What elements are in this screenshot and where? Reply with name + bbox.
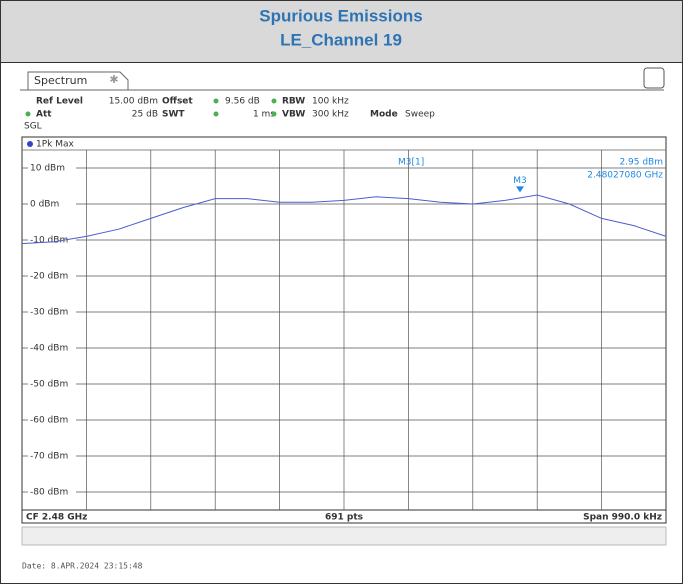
setting: 25 dB (132, 110, 158, 120)
tick-label-bg (28, 486, 76, 498)
y-tick-label: -60 dBm (30, 416, 68, 426)
subtitle: LE_Channel 19 (280, 30, 402, 49)
setting: 9.56 dB (225, 97, 260, 107)
y-tick-label: 10 dBm (30, 164, 65, 174)
sgl: SGL (24, 122, 42, 132)
trace-dot (27, 141, 33, 147)
title: Spurious Emissions (259, 6, 422, 25)
setting: 100 kHz (312, 97, 349, 107)
y-tick-label: -70 dBm (30, 452, 68, 462)
indicator (25, 111, 31, 117)
tick-label-bg (28, 270, 76, 282)
tick-label-bg (28, 378, 76, 390)
marker-value: 2.95 dBm (619, 158, 663, 168)
y-tick-label: -30 dBm (30, 308, 68, 318)
setting: 1 ms (253, 110, 275, 120)
setting: Ref Level (36, 97, 83, 107)
tick-label-bg (28, 450, 76, 462)
setting: 300 kHz (312, 110, 349, 120)
setting: Att (36, 110, 52, 120)
tick-label-bg (28, 306, 76, 318)
tick-label-bg (28, 414, 76, 426)
tab-icon: ✱ (109, 73, 118, 86)
tick-label-bg (28, 162, 76, 174)
tick-label-bg (28, 198, 76, 210)
indicator (271, 98, 277, 104)
marker-label: M3[1] (398, 158, 424, 168)
trace-label: 1Pk Max (36, 140, 75, 150)
setting: RBW (282, 97, 305, 107)
footer-label: Span 990.0 kHz (583, 513, 662, 523)
marker (516, 186, 524, 193)
setting: Offset (162, 97, 193, 107)
settings-icon[interactable] (643, 67, 665, 89)
y-tick-label: -80 dBm (30, 488, 68, 498)
setting: SWT (162, 110, 185, 120)
indicator (213, 111, 219, 117)
footer-label: 691 pts (325, 513, 363, 523)
indicator (271, 111, 277, 117)
y-tick-label: 0 dBm (30, 200, 59, 210)
tick-label-bg (28, 342, 76, 354)
trace (21, 194, 667, 245)
y-tick-label: -10 dBm (30, 236, 68, 246)
y-tick-label: -40 dBm (30, 344, 68, 354)
status-bar (21, 526, 667, 546)
setting: 15.00 dBm (109, 97, 158, 107)
indicator (213, 98, 219, 104)
tab (27, 71, 129, 90)
setting: VBW (282, 110, 305, 120)
y-tick-label: -50 dBm (30, 380, 68, 390)
y-tick-label: -20 dBm (30, 272, 68, 282)
setting: Mode (370, 110, 398, 120)
setting: Sweep (405, 110, 435, 120)
header-band (0, 0, 683, 63)
marker-name: M3 (513, 176, 527, 186)
date: Date: 8.APR.2024 23:15:48 (22, 562, 143, 571)
marker-frequency: 2.48027080 GHz (587, 171, 663, 181)
tab-label: Spectrum (34, 74, 87, 87)
footer-label: CF 2.48 GHz (26, 513, 87, 523)
